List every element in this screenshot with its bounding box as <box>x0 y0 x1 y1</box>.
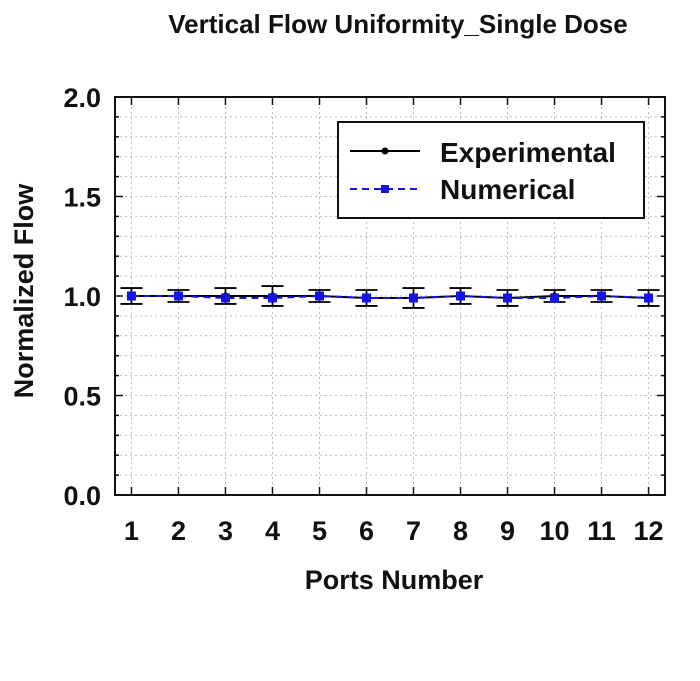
x-axis-label: Ports Number <box>305 565 484 595</box>
point-numerical <box>503 293 513 303</box>
point-numerical <box>409 293 419 303</box>
x-tick-label: 8 <box>453 516 468 546</box>
y-tick-label: 1.0 <box>63 282 101 312</box>
point-numerical <box>597 291 607 301</box>
y-tick-label: 2.0 <box>63 83 101 113</box>
y-tick-label: 1.5 <box>63 183 101 213</box>
x-tick-label: 11 <box>587 516 616 546</box>
y-tick-label: 0.0 <box>63 481 101 511</box>
series-line-numerical <box>131 294 649 299</box>
x-tick-label: 10 <box>540 516 570 546</box>
point-numerical <box>456 291 466 301</box>
x-tick-label: 2 <box>171 516 186 546</box>
y-tick-labels: 0.0 0.5 1.0 1.5 2.0 <box>63 83 101 511</box>
legend-box <box>337 121 645 219</box>
series-layer <box>120 285 660 309</box>
point-numerical <box>267 293 277 303</box>
point-numerical <box>361 293 371 303</box>
x-tick-labels: 1 2 3 4 5 6 7 8 9 10 11 12 <box>124 516 664 546</box>
x-tick-label: 1 <box>124 516 139 546</box>
point-numerical <box>126 291 136 301</box>
x-tick-label: 5 <box>312 516 327 546</box>
legend-label-numerical: Numerical <box>440 174 575 205</box>
y-tick-label: 0.5 <box>63 382 101 412</box>
x-tick-label: 4 <box>265 516 280 546</box>
chart-title: Vertical Flow Uniformity_Single Dose <box>168 9 627 39</box>
y-axis-label: Normalized Flow <box>9 183 39 399</box>
legend-marker-numerical <box>381 185 389 193</box>
x-tick-label: 3 <box>218 516 233 546</box>
point-numerical <box>314 291 324 301</box>
x-tick-label: 9 <box>500 516 515 546</box>
point-numerical <box>550 293 560 303</box>
x-tick-label: 6 <box>359 516 374 546</box>
legend-marker-experimental <box>381 147 389 155</box>
x-tick-label: 7 <box>406 516 421 546</box>
legend: Experimental Numerical <box>337 121 645 219</box>
point-numerical <box>644 293 654 303</box>
point-numerical <box>173 291 183 301</box>
point-numerical <box>220 293 230 303</box>
axis-ticks <box>115 96 665 496</box>
x-tick-label: 12 <box>634 516 664 546</box>
legend-label-experimental: Experimental <box>440 137 616 168</box>
